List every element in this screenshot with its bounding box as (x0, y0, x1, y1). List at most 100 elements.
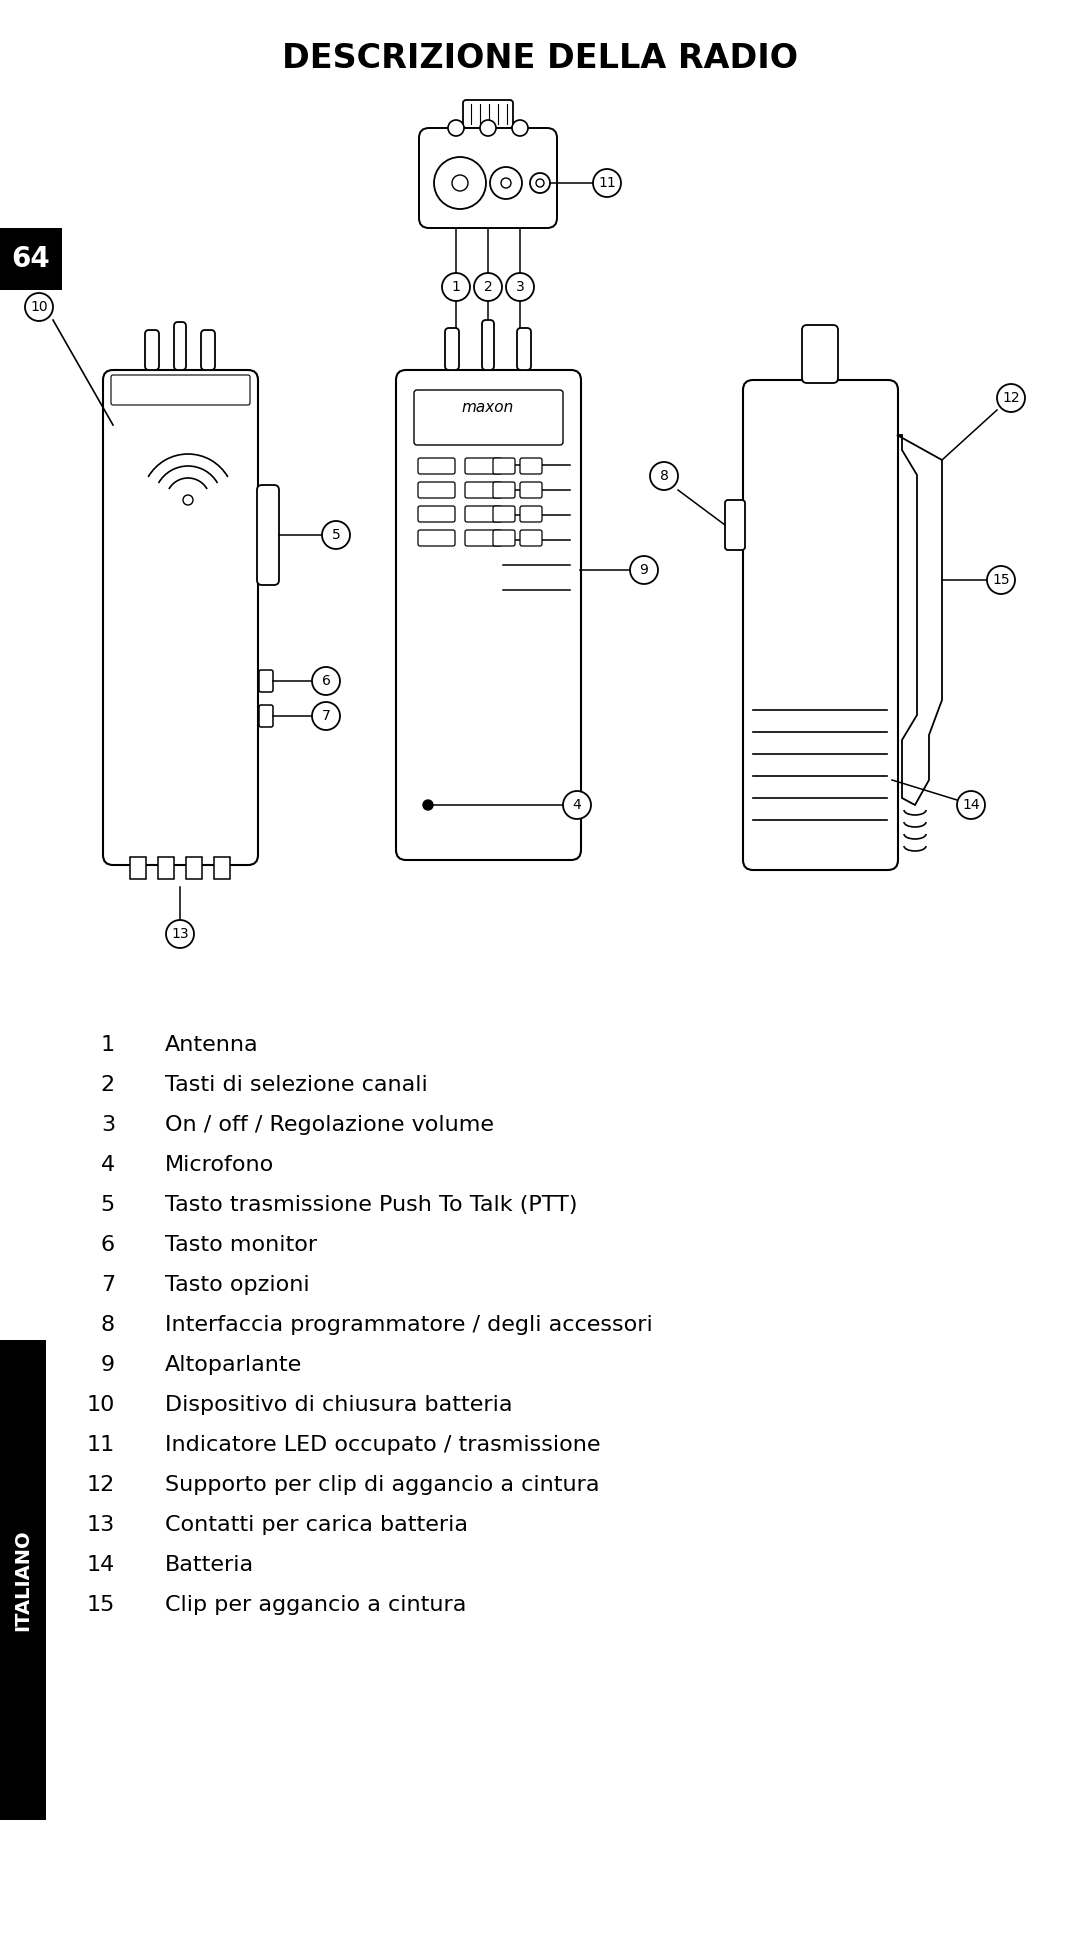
FancyBboxPatch shape (396, 370, 581, 860)
Text: 6: 6 (322, 673, 330, 689)
FancyBboxPatch shape (418, 457, 455, 475)
Text: Microfono: Microfono (165, 1156, 274, 1175)
Text: Interfaccia programmatore / degli accessori: Interfaccia programmatore / degli access… (165, 1315, 652, 1335)
Circle shape (593, 169, 621, 197)
Circle shape (423, 800, 433, 810)
Text: 11: 11 (598, 175, 616, 191)
FancyBboxPatch shape (201, 331, 215, 370)
Text: 15: 15 (993, 572, 1010, 588)
Circle shape (312, 667, 340, 695)
Bar (158, 856, 174, 880)
FancyBboxPatch shape (725, 500, 745, 551)
Circle shape (650, 461, 678, 490)
FancyBboxPatch shape (465, 529, 502, 547)
Circle shape (490, 167, 522, 198)
Text: 6: 6 (100, 1236, 114, 1255)
FancyBboxPatch shape (465, 483, 502, 498)
Circle shape (563, 790, 591, 819)
Text: 14: 14 (962, 798, 980, 811)
FancyBboxPatch shape (259, 669, 273, 693)
FancyBboxPatch shape (519, 529, 542, 547)
FancyBboxPatch shape (419, 128, 557, 228)
Circle shape (957, 790, 985, 819)
FancyBboxPatch shape (465, 457, 502, 475)
Circle shape (474, 272, 502, 302)
Text: Tasto opzioni: Tasto opzioni (165, 1275, 310, 1294)
Text: 7: 7 (100, 1275, 114, 1294)
Bar (0, 1341, 46, 1820)
Circle shape (480, 121, 496, 136)
Text: 13: 13 (86, 1516, 114, 1535)
Text: On / off / Regolazione volume: On / off / Regolazione volume (165, 1115, 494, 1135)
Text: Altoparlante: Altoparlante (165, 1354, 302, 1376)
FancyBboxPatch shape (465, 506, 502, 522)
Circle shape (507, 272, 534, 302)
Text: 9: 9 (100, 1354, 114, 1376)
Bar (186, 856, 202, 880)
Text: 4: 4 (572, 798, 581, 811)
Circle shape (322, 522, 350, 549)
Bar (0, 228, 62, 290)
Text: 5: 5 (100, 1195, 114, 1214)
FancyBboxPatch shape (519, 506, 542, 522)
Text: 2: 2 (100, 1074, 114, 1096)
FancyBboxPatch shape (519, 457, 542, 475)
Circle shape (630, 557, 658, 584)
Text: Dispositivo di chiusura batteria: Dispositivo di chiusura batteria (165, 1395, 513, 1415)
Text: 12: 12 (1002, 391, 1020, 405)
Text: 10: 10 (86, 1395, 114, 1415)
FancyBboxPatch shape (418, 529, 455, 547)
Text: 12: 12 (86, 1475, 114, 1495)
Circle shape (442, 272, 470, 302)
Text: 11: 11 (86, 1434, 114, 1456)
Polygon shape (897, 436, 942, 806)
Text: Tasti di selezione canali: Tasti di selezione canali (165, 1074, 428, 1096)
Circle shape (434, 158, 486, 208)
FancyBboxPatch shape (492, 483, 515, 498)
FancyBboxPatch shape (492, 529, 515, 547)
Text: ITALIANO: ITALIANO (13, 1530, 32, 1631)
FancyBboxPatch shape (463, 99, 513, 128)
Circle shape (312, 703, 340, 730)
Text: 8: 8 (100, 1315, 114, 1335)
Text: 3: 3 (100, 1115, 114, 1135)
FancyBboxPatch shape (259, 704, 273, 728)
Circle shape (453, 175, 468, 191)
FancyBboxPatch shape (103, 370, 258, 866)
FancyBboxPatch shape (492, 457, 515, 475)
Text: 3: 3 (515, 280, 525, 294)
FancyBboxPatch shape (418, 506, 455, 522)
FancyBboxPatch shape (517, 329, 531, 370)
FancyBboxPatch shape (482, 319, 494, 370)
Text: Clip per aggancio a cintura: Clip per aggancio a cintura (165, 1596, 467, 1615)
Circle shape (166, 920, 194, 948)
Text: 14: 14 (86, 1555, 114, 1574)
Text: 64: 64 (12, 245, 51, 272)
FancyBboxPatch shape (257, 485, 279, 586)
FancyBboxPatch shape (802, 325, 838, 383)
FancyBboxPatch shape (174, 321, 186, 370)
Circle shape (536, 179, 544, 187)
FancyBboxPatch shape (519, 483, 542, 498)
FancyBboxPatch shape (414, 389, 563, 446)
Text: Batteria: Batteria (165, 1555, 254, 1574)
Circle shape (501, 177, 511, 189)
FancyBboxPatch shape (445, 329, 459, 370)
Text: 7: 7 (322, 708, 330, 724)
Text: 2: 2 (484, 280, 492, 294)
Text: 15: 15 (86, 1596, 114, 1615)
Text: Tasto trasmissione Push To Talk (PTT): Tasto trasmissione Push To Talk (PTT) (165, 1195, 578, 1214)
Text: DESCRIZIONE DELLA RADIO: DESCRIZIONE DELLA RADIO (282, 41, 798, 74)
Circle shape (530, 173, 550, 193)
Text: 1: 1 (451, 280, 460, 294)
Text: Tasto monitor: Tasto monitor (165, 1236, 318, 1255)
FancyBboxPatch shape (111, 376, 249, 405)
Text: 13: 13 (172, 926, 189, 942)
Text: Supporto per clip di aggancio a cintura: Supporto per clip di aggancio a cintura (165, 1475, 599, 1495)
Bar (130, 856, 146, 880)
Circle shape (997, 383, 1025, 413)
FancyBboxPatch shape (145, 331, 159, 370)
FancyBboxPatch shape (418, 483, 455, 498)
Text: 10: 10 (30, 300, 48, 313)
Circle shape (987, 566, 1015, 594)
